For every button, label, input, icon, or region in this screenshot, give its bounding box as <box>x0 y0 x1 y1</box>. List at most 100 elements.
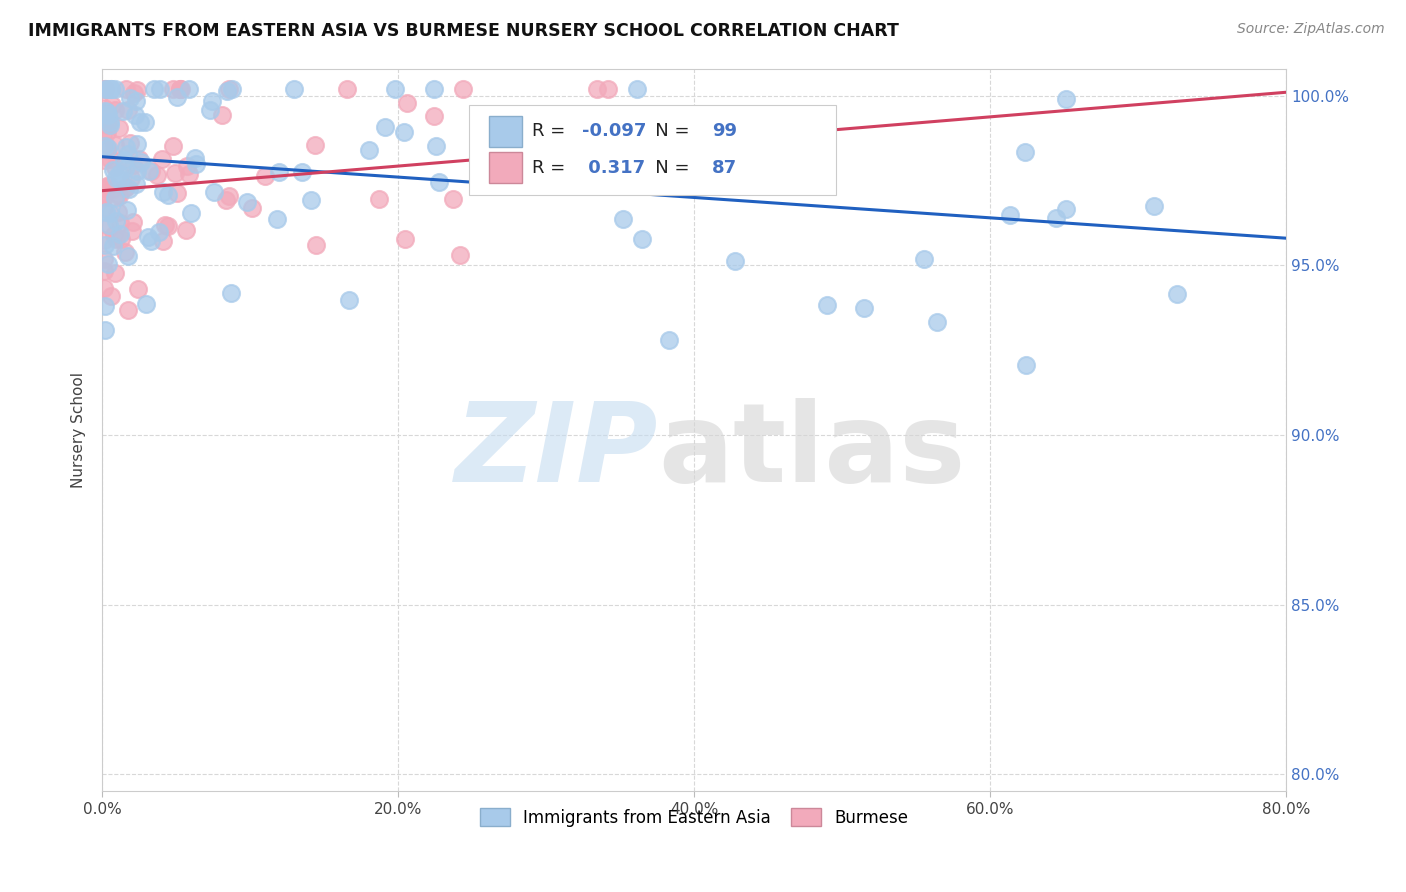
Point <box>108 216 131 230</box>
Point <box>122 214 145 228</box>
Point <box>94 82 117 96</box>
Point <box>121 158 143 172</box>
Point <box>104 266 127 280</box>
Point <box>104 161 127 175</box>
Point <box>305 238 328 252</box>
Point <box>1054 202 1077 216</box>
FancyBboxPatch shape <box>489 153 523 183</box>
Point <box>626 82 648 96</box>
Point <box>138 163 160 178</box>
Point <box>101 98 124 112</box>
Point <box>124 107 146 121</box>
Point <box>112 103 135 118</box>
Point <box>495 136 517 151</box>
Point <box>94 111 117 125</box>
Point <box>201 94 224 108</box>
Text: N =: N = <box>638 159 690 177</box>
Point <box>1015 359 1038 373</box>
Point <box>94 138 117 153</box>
Point <box>100 181 122 195</box>
Point <box>179 82 201 96</box>
Point <box>149 82 172 96</box>
FancyBboxPatch shape <box>470 104 837 195</box>
Point <box>104 214 127 228</box>
Point <box>104 191 127 205</box>
Point <box>104 170 127 185</box>
Point <box>101 239 124 253</box>
Point <box>103 162 125 177</box>
Point <box>121 225 143 239</box>
Point <box>184 151 207 165</box>
Point <box>108 172 131 186</box>
Point <box>157 188 180 202</box>
Point <box>105 232 128 246</box>
Point <box>392 125 415 139</box>
Text: 87: 87 <box>711 159 737 177</box>
Point <box>97 118 120 132</box>
Point <box>108 189 131 203</box>
Point <box>451 82 474 96</box>
Point <box>97 108 120 122</box>
Point <box>1054 92 1077 106</box>
Point <box>612 211 634 226</box>
Point <box>724 254 747 268</box>
Point <box>96 125 118 139</box>
Point <box>135 297 157 311</box>
Point <box>218 82 240 96</box>
Point <box>768 141 790 155</box>
Point <box>139 234 162 248</box>
Point <box>394 232 416 246</box>
Point <box>127 82 149 96</box>
Point <box>605 137 627 152</box>
Point <box>450 248 472 262</box>
Point <box>118 91 141 105</box>
FancyBboxPatch shape <box>489 116 523 146</box>
Text: -0.097: -0.097 <box>582 122 645 140</box>
Point <box>425 139 447 153</box>
Point <box>853 301 876 316</box>
Point <box>787 159 810 173</box>
Point <box>180 205 202 219</box>
Point <box>93 190 115 204</box>
Point <box>108 167 131 181</box>
Point <box>98 119 121 133</box>
Text: atlas: atlas <box>658 398 966 505</box>
Point <box>96 139 118 153</box>
Point <box>146 168 169 182</box>
Point <box>94 299 117 313</box>
Point <box>214 193 236 207</box>
Point <box>170 82 193 96</box>
Point <box>422 109 444 123</box>
Point <box>93 186 115 201</box>
Point <box>93 125 115 139</box>
Point <box>94 82 117 96</box>
Legend: Immigrants from Eastern Asia, Burmese: Immigrants from Eastern Asia, Burmese <box>471 800 917 835</box>
Point <box>125 164 148 178</box>
Point <box>266 212 288 227</box>
Point <box>114 180 136 194</box>
Point <box>125 177 148 191</box>
Point <box>93 233 115 247</box>
Y-axis label: Nursery School: Nursery School <box>72 372 86 488</box>
Point <box>148 225 170 239</box>
Point <box>100 82 122 96</box>
Point <box>631 232 654 246</box>
Point <box>304 137 326 152</box>
Point <box>93 252 115 266</box>
Text: R =: R = <box>531 159 571 177</box>
Point <box>395 96 418 111</box>
Point <box>114 244 136 259</box>
Point <box>125 94 148 108</box>
Point <box>117 103 139 118</box>
Point <box>118 182 141 196</box>
Point <box>104 82 127 96</box>
Point <box>441 192 464 206</box>
Point <box>115 82 138 96</box>
Point <box>115 140 138 154</box>
Text: 0.317: 0.317 <box>582 159 645 177</box>
Point <box>202 186 225 200</box>
Point <box>998 209 1021 223</box>
Point <box>505 145 527 160</box>
Point <box>152 234 174 248</box>
Point <box>117 202 139 217</box>
